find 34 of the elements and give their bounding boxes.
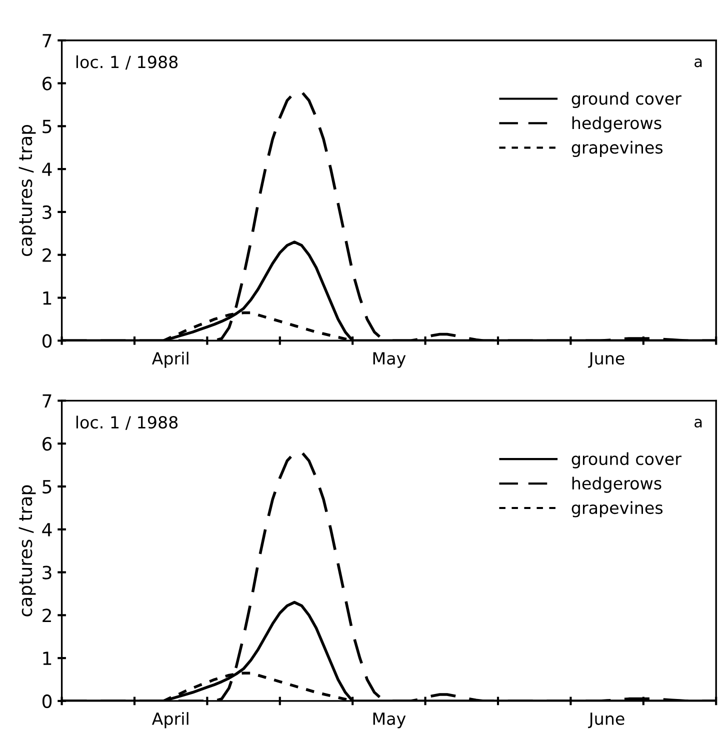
y-tick-label: 6 (42, 437, 52, 451)
x-tick-label: June (588, 712, 624, 728)
y-tick-label: 2 (42, 248, 51, 262)
y-tick-label: 1 (43, 652, 52, 665)
legend-label: hedgerows (572, 476, 662, 493)
annotation: loc. 1 / 1988 (76, 416, 178, 430)
legend-label: ground cover (572, 92, 682, 108)
y-axis-title: captures / trap (18, 485, 36, 616)
legend-label: ground cover (572, 452, 682, 468)
y-tick-label: 5 (42, 120, 52, 134)
x-tick-label: May (373, 352, 406, 368)
y-tick-label: 0 (42, 334, 52, 348)
annotation: a (694, 58, 702, 68)
legend-label: grapevines (572, 501, 663, 518)
legend-label: grapevines (572, 140, 663, 157)
legend-label: hedgerows (572, 116, 662, 133)
y-tick-label: 6 (42, 76, 52, 90)
annotation: loc. 1 / 1988 (76, 55, 178, 70)
y-tick-label: 1 (43, 291, 52, 305)
y-tick-label: 0 (42, 694, 52, 708)
annotation: a (694, 418, 702, 428)
x-tick-label: April (152, 352, 188, 368)
y-tick-label: 4 (42, 523, 52, 536)
y-axis-title: captures / trap (18, 124, 36, 256)
x-tick-label: April (152, 712, 188, 728)
x-tick-label: June (588, 352, 624, 368)
y-tick-label: 4 (42, 162, 52, 176)
y-tick-label: 7 (42, 394, 52, 408)
x-tick-label: May (373, 712, 406, 728)
y-tick-label: 2 (42, 608, 51, 622)
y-tick-label: 5 (42, 480, 52, 494)
y-tick-label: 3 (42, 566, 52, 580)
y-tick-label: 7 (42, 34, 52, 48)
y-tick-label: 3 (42, 205, 52, 220)
